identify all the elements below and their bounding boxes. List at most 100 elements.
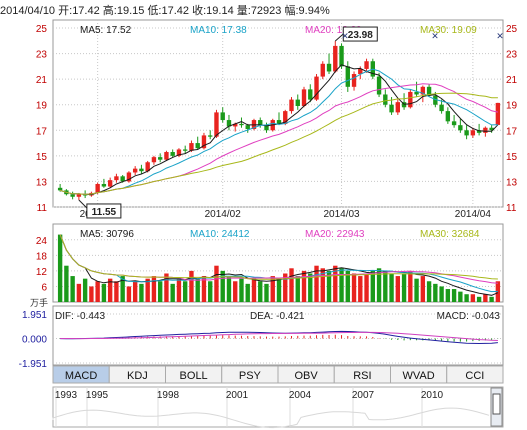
- volume-bar: [333, 265, 338, 302]
- low-value: 17.42: [161, 5, 190, 17]
- price-tick-right: 17: [506, 126, 518, 137]
- volume-bar: [101, 283, 107, 302]
- candle-body: [339, 45, 344, 67]
- tab-label-rsi[interactable]: RSI: [353, 370, 371, 382]
- volume-bar: [70, 276, 75, 302]
- high-callout-pointer: [334, 33, 344, 42]
- volume-ma-legend: MA30: 32684: [420, 229, 480, 240]
- timeline-handle[interactable]: [492, 393, 501, 415]
- volume-bar: [270, 276, 275, 302]
- timeline-year-label: 1993: [55, 390, 78, 401]
- volume-bar: [289, 268, 294, 302]
- volume-bar: [57, 234, 63, 302]
- volume-unit: 万手: [30, 297, 48, 308]
- high-callout-label: 23.98: [348, 30, 373, 41]
- timeline-year-label: 2004: [289, 390, 312, 401]
- volume-bar: [308, 273, 313, 302]
- volume-bar: [114, 281, 119, 302]
- volume-bar: [139, 283, 144, 302]
- candle-body: [258, 120, 263, 126]
- signal-marker-icon: ✕: [341, 31, 349, 41]
- price-ma-line: [59, 92, 498, 195]
- volume-bar: [183, 281, 188, 302]
- tab-label-obv[interactable]: OBV: [295, 370, 319, 382]
- tab-label-kdj[interactable]: KDJ: [127, 370, 148, 382]
- volume-tick: 12: [36, 267, 48, 278]
- low-callout-label: 11.55: [92, 207, 117, 218]
- open-label: 开:: [58, 5, 73, 17]
- volume-bar: [433, 283, 438, 302]
- candle-body: [151, 157, 157, 163]
- candle-body: [95, 183, 100, 193]
- volume-bar: [389, 273, 394, 302]
- volume-bar: [151, 276, 157, 302]
- price-tick-left: 13: [36, 177, 48, 188]
- volume-bar: [320, 268, 325, 302]
- volume-bar: [251, 278, 257, 302]
- tab-cci[interactable]: [446, 365, 504, 384]
- macd-tick: 1.951: [22, 310, 47, 321]
- candle-body: [189, 143, 194, 151]
- tab-label-macd[interactable]: MACD: [65, 370, 97, 382]
- quote-date: 2014/04/10: [0, 5, 56, 17]
- candle-body: [414, 91, 419, 95]
- tab-label-psy[interactable]: PSY: [239, 370, 262, 382]
- candle-body: [326, 63, 332, 72]
- candle-body: [464, 130, 469, 136]
- candle-body: [489, 127, 494, 131]
- volume-bar: [283, 273, 288, 302]
- timeline-year-label: 2007: [352, 390, 375, 401]
- volume-bar: [395, 276, 401, 302]
- macd-tick: -1.951: [19, 359, 48, 370]
- volume-bar: [445, 289, 451, 302]
- volume-bar: [107, 278, 113, 302]
- price-ma-legend: MA20: 18.29: [305, 25, 362, 36]
- candle-body: [358, 68, 363, 75]
- volume-bar: [451, 289, 457, 302]
- low-callout-pointer: [78, 199, 88, 209]
- price-tick-left: 11: [37, 203, 48, 214]
- candle-body: [70, 194, 75, 197]
- price-ma-line: [59, 83, 499, 195]
- volume-bar: [189, 270, 194, 302]
- signal-marker-icon: ✕: [431, 31, 439, 41]
- volume-bar: [301, 270, 307, 302]
- candle-body: [389, 104, 394, 113]
- candle-body: [164, 152, 169, 160]
- timeline-navigator[interactable]: [52, 386, 504, 428]
- candle-body: [289, 99, 294, 112]
- volume-ma-legend: MA20: 22943: [305, 229, 365, 240]
- signal-marker-icon: ✕: [496, 31, 504, 41]
- candle-body: [433, 95, 438, 105]
- volume-tick: 24: [36, 236, 48, 247]
- timeline-year-label: 2010: [421, 390, 444, 401]
- volume-bar: [195, 278, 200, 302]
- tab-label-boll[interactable]: BOLL: [180, 370, 208, 382]
- candle-body: [314, 76, 319, 100]
- volume-bar: [276, 278, 282, 302]
- volume-bar: [245, 283, 250, 302]
- volume-bar: [314, 265, 319, 302]
- candle-body: [195, 143, 200, 149]
- price-tick-left: 25: [36, 24, 48, 35]
- volume-label: 量:: [236, 5, 251, 17]
- candle-body: [495, 102, 501, 125]
- volume-bar: [214, 265, 219, 302]
- candle-body: [483, 127, 488, 133]
- volume-bar: [364, 273, 369, 302]
- volume-value: 72923: [250, 5, 282, 17]
- candle-body: [439, 104, 444, 112]
- price-ma-legend: MA10: 17.38: [190, 25, 247, 36]
- price-tick-left: 23: [36, 50, 48, 61]
- volume-bar: [208, 281, 213, 302]
- volume-bar: [476, 296, 482, 302]
- high-label: 高:: [102, 5, 117, 17]
- candle-body: [264, 125, 269, 131]
- candle-body: [426, 86, 432, 96]
- volume-bar: [76, 283, 82, 302]
- timeline-year-label: 2001: [226, 390, 249, 401]
- tab-label-cci[interactable]: CCI: [465, 370, 484, 382]
- tab-label-wvad[interactable]: WVAD: [403, 370, 435, 382]
- candle-body: [295, 99, 300, 106]
